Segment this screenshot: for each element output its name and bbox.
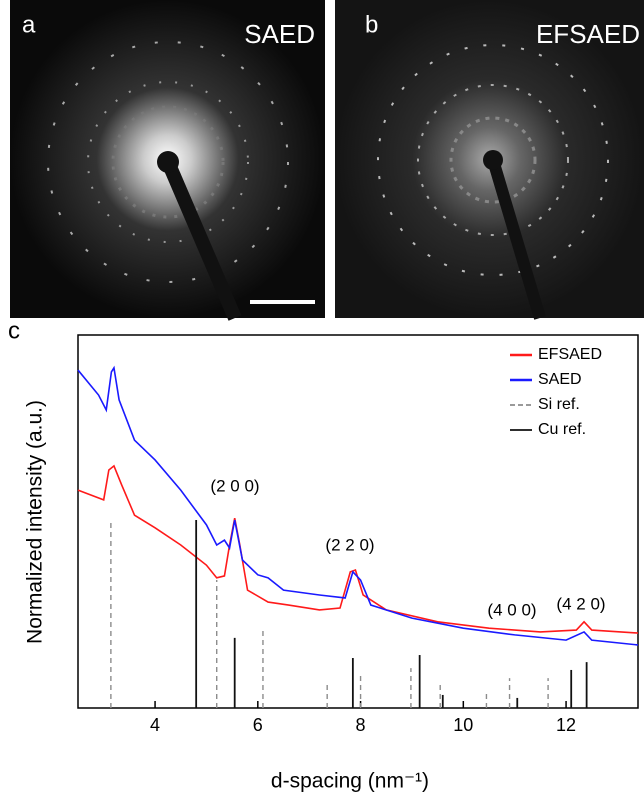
legend-label: Cu ref. xyxy=(538,421,586,438)
ring xyxy=(417,84,569,236)
peak-annotation: (4 2 0) xyxy=(556,594,605,613)
beam-stop xyxy=(161,159,242,321)
y-axis-label: Normalized intensity (a.u.) xyxy=(24,400,47,644)
peak-annotation: (4 0 0) xyxy=(487,600,536,619)
x-axis-label: d-spacing (nm⁻¹) xyxy=(271,770,429,793)
beam-stop xyxy=(487,158,546,320)
spectrum-line xyxy=(77,365,639,646)
x-tick-label: 4 xyxy=(150,715,160,735)
panel-label: SAED xyxy=(244,19,315,49)
panel-b: b EFSAED xyxy=(335,0,644,320)
x-tick-label: 12 xyxy=(556,715,576,735)
x-tick-label: 8 xyxy=(356,715,366,735)
peak-annotation: (2 0 0) xyxy=(210,476,259,495)
legend-label: EFSAED xyxy=(538,346,602,363)
legend-label: SAED xyxy=(538,371,582,388)
ring xyxy=(111,105,225,219)
panel-letter: c xyxy=(8,317,20,344)
panel-a: a SAED xyxy=(10,0,325,321)
beam-stop xyxy=(483,150,503,170)
ring xyxy=(449,116,537,204)
ring xyxy=(47,41,289,283)
legend-label: Si ref. xyxy=(538,396,580,413)
panel-label: EFSAED xyxy=(536,19,640,49)
x-tick-label: 10 xyxy=(453,715,473,735)
spectrum-line xyxy=(77,464,639,634)
ring xyxy=(377,44,609,276)
ring xyxy=(87,81,249,243)
plot-frame xyxy=(77,334,639,709)
beam-stop xyxy=(157,151,179,173)
panel-letter: a xyxy=(22,11,36,38)
peak-annotation: (2 2 0) xyxy=(325,535,374,554)
panel-letter: b xyxy=(365,11,378,38)
x-tick-label: 6 xyxy=(253,715,263,735)
